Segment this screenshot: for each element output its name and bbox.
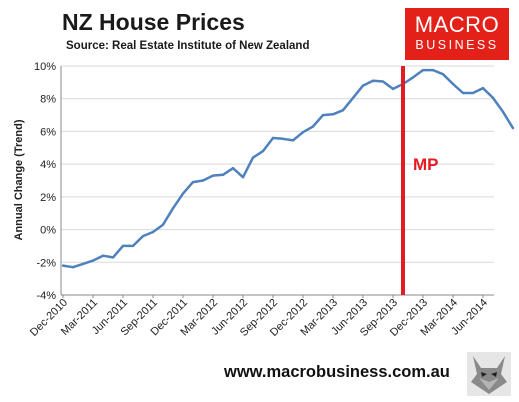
y-tick-label: -4% xyxy=(36,290,56,302)
y-tick-label: 10% xyxy=(34,61,56,73)
y-tick-label: 2% xyxy=(40,192,56,204)
data-point xyxy=(181,192,185,195)
data-point xyxy=(161,223,165,226)
data-point xyxy=(131,244,135,248)
data-point xyxy=(511,126,515,130)
y-tick-label: 6% xyxy=(40,126,56,138)
data-point xyxy=(261,149,265,153)
y-tick-label: 4% xyxy=(40,159,56,171)
data-point xyxy=(171,207,175,210)
data-point xyxy=(81,262,85,266)
macrobusiness-logo: MACRO BUSINESS xyxy=(405,8,509,60)
chart-subtitle: Source: Real Estate Institute of New Zea… xyxy=(66,40,310,52)
mp-marker-label: MP xyxy=(413,155,439,174)
data-point xyxy=(501,110,505,114)
data-point xyxy=(301,131,305,134)
data-point xyxy=(121,244,125,248)
data-point xyxy=(191,180,195,184)
chart-title: NZ House Prices xyxy=(62,9,245,35)
data-point xyxy=(311,125,315,128)
data-point xyxy=(101,254,105,257)
data-point xyxy=(441,72,445,76)
data-point xyxy=(251,156,255,159)
data-point xyxy=(431,68,435,72)
logo-line-2: BUSINESS xyxy=(415,38,499,52)
data-point xyxy=(391,87,395,91)
data-point xyxy=(331,113,335,116)
data-point xyxy=(471,91,475,95)
data-point xyxy=(151,230,155,234)
data-point xyxy=(271,136,275,140)
data-point xyxy=(321,113,325,117)
data-point xyxy=(371,79,375,82)
y-tick-label: 0% xyxy=(40,225,56,237)
data-point xyxy=(241,176,245,179)
data-point xyxy=(421,68,425,72)
data-point xyxy=(481,86,485,90)
data-point xyxy=(451,82,455,86)
y-tick-label: 8% xyxy=(40,94,56,106)
data-point xyxy=(61,264,65,267)
data-point xyxy=(291,139,295,142)
data-point xyxy=(361,84,365,87)
data-point xyxy=(211,174,215,177)
data-point xyxy=(411,76,415,79)
footer-url: www.macrobusiness.com.au xyxy=(224,363,450,381)
data-point xyxy=(351,96,355,100)
data-point xyxy=(231,167,235,170)
series-line xyxy=(62,68,515,269)
data-point xyxy=(221,173,225,176)
data-point xyxy=(71,265,75,269)
logo-line-1: MACRO xyxy=(414,12,500,37)
data-point xyxy=(111,256,115,259)
y-axis-label: Annual Change (Trend) xyxy=(13,119,25,240)
data-point xyxy=(281,137,285,140)
wolf-logo-icon xyxy=(467,352,511,396)
data-point xyxy=(341,108,345,112)
data-point xyxy=(381,80,385,83)
data-point xyxy=(91,259,95,262)
data-point xyxy=(141,234,145,238)
data-point xyxy=(491,96,495,100)
data-point xyxy=(201,179,205,182)
data-point xyxy=(461,91,465,95)
y-tick-label: -2% xyxy=(36,257,56,269)
